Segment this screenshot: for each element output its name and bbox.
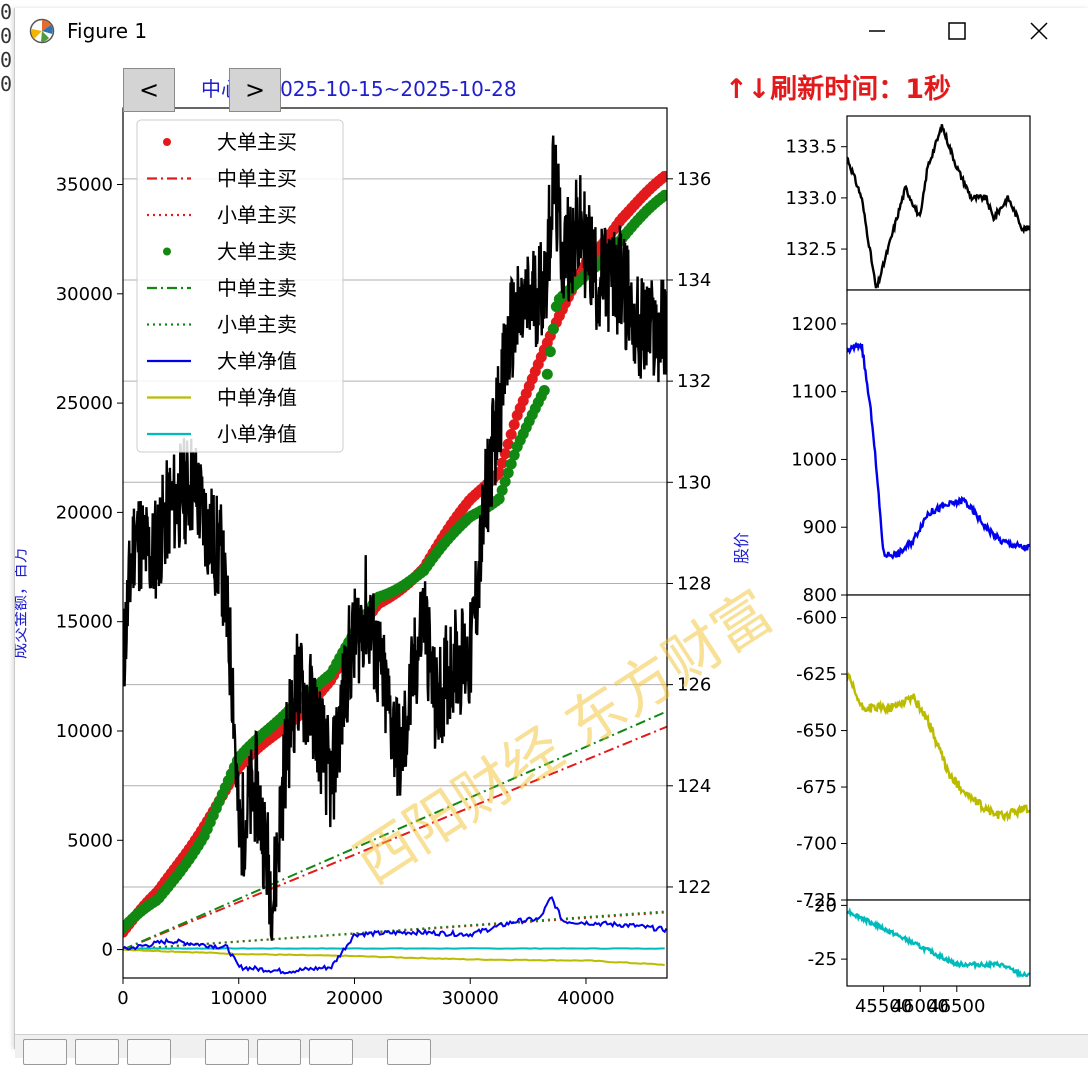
next-period-button[interactable]: > bbox=[229, 68, 281, 112]
y2-axis-label: 股价 bbox=[732, 532, 751, 564]
y-tick-label: 25000 bbox=[56, 393, 113, 414]
figure-canvas: 0 10000 20000 30000 40000 0 5000 10000 15000 2000… bbox=[15, 54, 1088, 1034]
x-tick-label: 10000 bbox=[210, 988, 267, 1009]
legend-label: 中单净值 bbox=[217, 386, 297, 410]
y2-tick-label: 136 bbox=[677, 169, 711, 190]
legend-label: 大单净值 bbox=[217, 349, 297, 373]
legend-label: 小单主买 bbox=[217, 203, 297, 227]
y-tick-label: 20000 bbox=[56, 502, 113, 523]
series-big-sell-dots-dot bbox=[659, 190, 670, 201]
y-tick-label: 15000 bbox=[56, 612, 113, 633]
title-bar: Figure 1 bbox=[15, 8, 1088, 54]
pan-button[interactable] bbox=[205, 1039, 249, 1065]
legend-label: 小单净值 bbox=[217, 422, 297, 446]
y2-tick-label: 124 bbox=[677, 776, 711, 797]
y2-tick-label: 122 bbox=[677, 877, 711, 898]
x-tick-label: 0 bbox=[117, 988, 128, 1009]
series-big-sell-dots-dot bbox=[548, 324, 559, 335]
maximize-button[interactable] bbox=[929, 8, 985, 54]
x-tick-label: 40000 bbox=[557, 988, 614, 1009]
x-tick-label: 30000 bbox=[442, 988, 499, 1009]
series-big-buy-dots-dot bbox=[506, 429, 517, 440]
y2-tick-label: 130 bbox=[677, 472, 711, 493]
configure-button[interactable] bbox=[309, 1039, 353, 1065]
x-tick-label: 20000 bbox=[326, 988, 383, 1009]
matplotlib-icon bbox=[29, 18, 55, 44]
close-icon bbox=[1029, 21, 1049, 41]
panel-y-tick-label: 132.5 bbox=[785, 239, 837, 260]
panel-plot-area bbox=[847, 900, 1030, 986]
series-big-sell-dots-dot bbox=[542, 369, 553, 380]
big-net-zoom-panel: 800 900 1000 1100 1200 bbox=[791, 290, 1030, 606]
legend-marker bbox=[163, 248, 171, 256]
panel-y-tick-label: -675 bbox=[796, 777, 837, 798]
legend-marker bbox=[163, 138, 171, 146]
window-title: Figure 1 bbox=[67, 19, 147, 43]
price-zoom-panel: 132.5 133.0 133.5 bbox=[785, 116, 1030, 290]
mid-net-zoom-panel: -600-625-650-675-700-725 bbox=[796, 595, 1030, 911]
zoom-button[interactable] bbox=[257, 1039, 301, 1065]
panel-y-tick-label: -25 bbox=[808, 949, 837, 970]
panel-y-tick-label: 133.0 bbox=[785, 188, 837, 209]
panel-plot-area bbox=[847, 116, 1030, 290]
refresh-interval-label: ↑↓刷新时间：1秒 bbox=[725, 73, 951, 105]
minimize-icon bbox=[867, 21, 887, 41]
panel-y-tick-label: 1100 bbox=[791, 382, 837, 403]
panel-y-tick-label: -20 bbox=[808, 895, 837, 916]
figure-window: Figure 1 0 10000 20000 30000 40000 0 5000 10000… bbox=[14, 8, 1088, 1049]
series-big-buy-dots-dot bbox=[659, 171, 670, 182]
y-tick-label: 10000 bbox=[56, 721, 113, 742]
chevron-right-icon: > bbox=[245, 76, 265, 104]
y2-tick-label: 128 bbox=[677, 573, 711, 594]
legend-label: 中单主卖 bbox=[217, 276, 297, 300]
navigation-toolbar bbox=[15, 1034, 1088, 1058]
panel-y-tick-label: 133.5 bbox=[785, 137, 837, 158]
prev-period-button[interactable]: < bbox=[123, 68, 175, 112]
y-tick-label: 30000 bbox=[56, 284, 113, 305]
panel-y-tick-label: 800 bbox=[803, 585, 837, 606]
panel-y-tick-label: -700 bbox=[796, 834, 837, 855]
series-big-sell-dots-dot bbox=[545, 346, 556, 357]
save-button[interactable] bbox=[387, 1039, 431, 1065]
y2-tick-label: 134 bbox=[677, 270, 711, 291]
maximize-icon bbox=[947, 21, 967, 41]
minimize-button[interactable] bbox=[849, 8, 905, 54]
panel-x-tick-label: 46500 bbox=[928, 996, 985, 1017]
panel-y-tick-label: -625 bbox=[796, 664, 837, 685]
series-big-sell-dots-dot bbox=[539, 385, 550, 396]
back-button[interactable] bbox=[75, 1039, 119, 1065]
y-axis-label: 成交金额，百万 bbox=[15, 547, 29, 659]
panel-y-tick-label: 1000 bbox=[791, 449, 837, 470]
panel-y-tick-label: -650 bbox=[796, 721, 837, 742]
chart-canvas: 0 10000 20000 30000 40000 0 5000 10000 15000 2000… bbox=[15, 54, 1088, 1034]
home-button[interactable] bbox=[23, 1039, 67, 1065]
panel-y-tick-label: 900 bbox=[803, 517, 837, 538]
forward-button[interactable] bbox=[127, 1039, 171, 1065]
y-tick-label: 35000 bbox=[56, 175, 113, 196]
y-tick-label: 0 bbox=[102, 940, 113, 961]
legend-label: 大单主买 bbox=[217, 130, 297, 154]
legend-label: 小单主卖 bbox=[217, 313, 297, 337]
y-tick-label: 5000 bbox=[67, 830, 113, 851]
close-button[interactable] bbox=[1011, 8, 1067, 54]
y2-tick-label: 132 bbox=[677, 371, 711, 392]
panel-y-tick-label: -600 bbox=[796, 608, 837, 629]
legend-label: 大单主卖 bbox=[217, 240, 297, 264]
chevron-left-icon: < bbox=[139, 76, 159, 104]
legend-label: 中单主买 bbox=[217, 167, 297, 191]
panel-y-tick-label: 1200 bbox=[791, 314, 837, 335]
